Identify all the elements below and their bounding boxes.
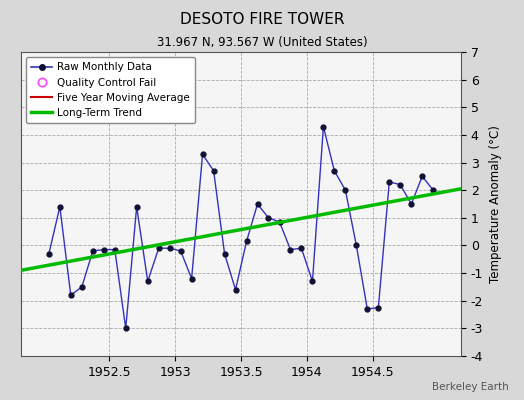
- Raw Monthly Data: [331, 168, 337, 173]
- Raw Monthly Data: [386, 180, 392, 184]
- Raw Monthly Data: [244, 239, 250, 244]
- Raw Monthly Data: [134, 204, 140, 209]
- Raw Monthly Data: [430, 188, 436, 192]
- Raw Monthly Data: [222, 251, 228, 256]
- Raw Monthly Data: [90, 248, 96, 253]
- Raw Monthly Data: [79, 284, 85, 289]
- Text: 31.967 N, 93.567 W (United States): 31.967 N, 93.567 W (United States): [157, 36, 367, 49]
- Raw Monthly Data: [254, 202, 260, 206]
- Raw Monthly Data: [375, 305, 381, 310]
- Raw Monthly Data: [408, 202, 414, 206]
- Raw Monthly Data: [419, 174, 425, 179]
- Raw Monthly Data: [200, 152, 206, 157]
- Raw Monthly Data: [364, 307, 370, 312]
- Raw Monthly Data: [287, 247, 293, 252]
- Raw Monthly Data: [145, 279, 151, 284]
- Raw Monthly Data: [156, 246, 162, 251]
- Raw Monthly Data: [57, 204, 63, 209]
- Raw Monthly Data: [232, 287, 238, 292]
- Raw Monthly Data: [211, 168, 217, 173]
- Raw Monthly Data: [265, 216, 271, 220]
- Raw Monthly Data: [342, 188, 348, 192]
- Line: Raw Monthly Data: Raw Monthly Data: [47, 124, 435, 331]
- Raw Monthly Data: [68, 293, 74, 298]
- Text: Berkeley Earth: Berkeley Earth: [432, 382, 508, 392]
- Raw Monthly Data: [189, 276, 195, 281]
- Raw Monthly Data: [320, 124, 326, 129]
- Raw Monthly Data: [101, 247, 107, 252]
- Raw Monthly Data: [276, 220, 282, 224]
- Text: DESOTO FIRE TOWER: DESOTO FIRE TOWER: [180, 12, 344, 27]
- Raw Monthly Data: [112, 247, 118, 252]
- Y-axis label: Temperature Anomaly (°C): Temperature Anomaly (°C): [489, 125, 502, 283]
- Raw Monthly Data: [353, 243, 359, 248]
- Raw Monthly Data: [397, 182, 403, 187]
- Raw Monthly Data: [178, 248, 184, 253]
- Raw Monthly Data: [123, 326, 129, 331]
- Raw Monthly Data: [309, 279, 315, 284]
- Legend: Raw Monthly Data, Quality Control Fail, Five Year Moving Average, Long-Term Tren: Raw Monthly Data, Quality Control Fail, …: [26, 57, 195, 123]
- Raw Monthly Data: [167, 246, 173, 251]
- Raw Monthly Data: [298, 246, 304, 251]
- Raw Monthly Data: [46, 251, 52, 256]
